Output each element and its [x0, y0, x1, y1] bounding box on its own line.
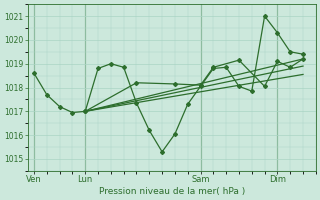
X-axis label: Pression niveau de la mer( hPa ): Pression niveau de la mer( hPa ) — [99, 187, 245, 196]
